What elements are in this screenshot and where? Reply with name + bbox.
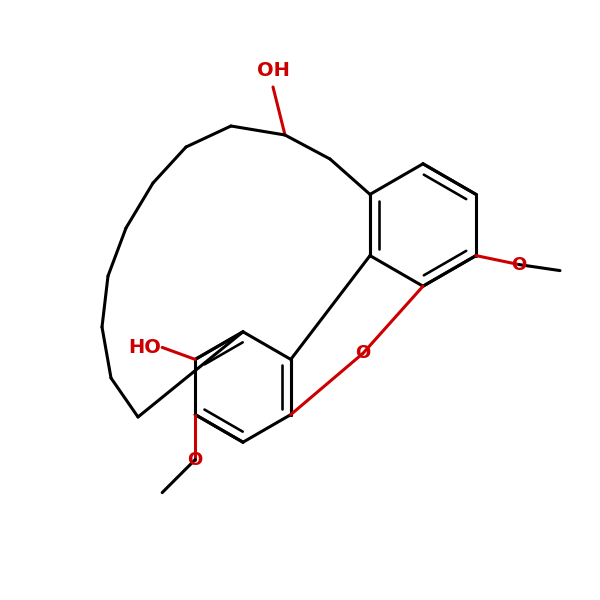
Text: O: O xyxy=(355,344,371,362)
Text: O: O xyxy=(512,256,527,274)
Text: OH: OH xyxy=(257,61,289,80)
Text: HO: HO xyxy=(128,338,161,357)
Text: O: O xyxy=(188,451,203,469)
